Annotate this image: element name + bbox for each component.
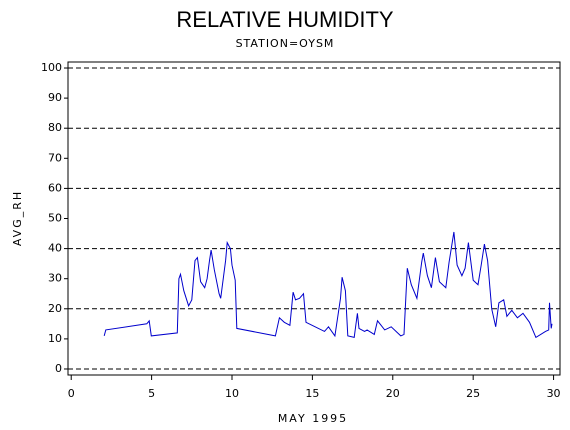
chart-title: RELATIVE HUMIDITY: [176, 7, 394, 32]
y-axis-label: AVG_RH: [11, 190, 24, 246]
y-tick-label: 90: [48, 91, 62, 104]
x-tick-label: 25: [466, 387, 480, 400]
x-tick-label: 5: [148, 387, 155, 400]
y-tick-label: 50: [48, 212, 62, 225]
x-tick-label: 15: [305, 387, 319, 400]
x-tick-label: 0: [68, 387, 75, 400]
y-tick-label: 30: [48, 272, 62, 285]
plot-frame: [67, 61, 561, 376]
y-tick-label: 20: [48, 302, 62, 315]
y-tick-label: 60: [48, 181, 62, 194]
y-tick-label: 40: [48, 242, 62, 255]
chart-subtitle: STATION=OYSM: [236, 37, 335, 50]
y-tick-label: 0: [55, 362, 62, 375]
x-tick-label: 30: [547, 387, 561, 400]
y-tick-label: 10: [48, 332, 62, 345]
data-line: [103, 231, 553, 339]
y-tick-label: 80: [48, 121, 62, 134]
y-tick-label: 70: [48, 151, 62, 164]
y-tick-label: 100: [41, 61, 62, 74]
x-tick-label: 10: [225, 387, 239, 400]
x-tick-label: 20: [386, 387, 400, 400]
x-axis-label: MAY 1995: [278, 412, 348, 425]
